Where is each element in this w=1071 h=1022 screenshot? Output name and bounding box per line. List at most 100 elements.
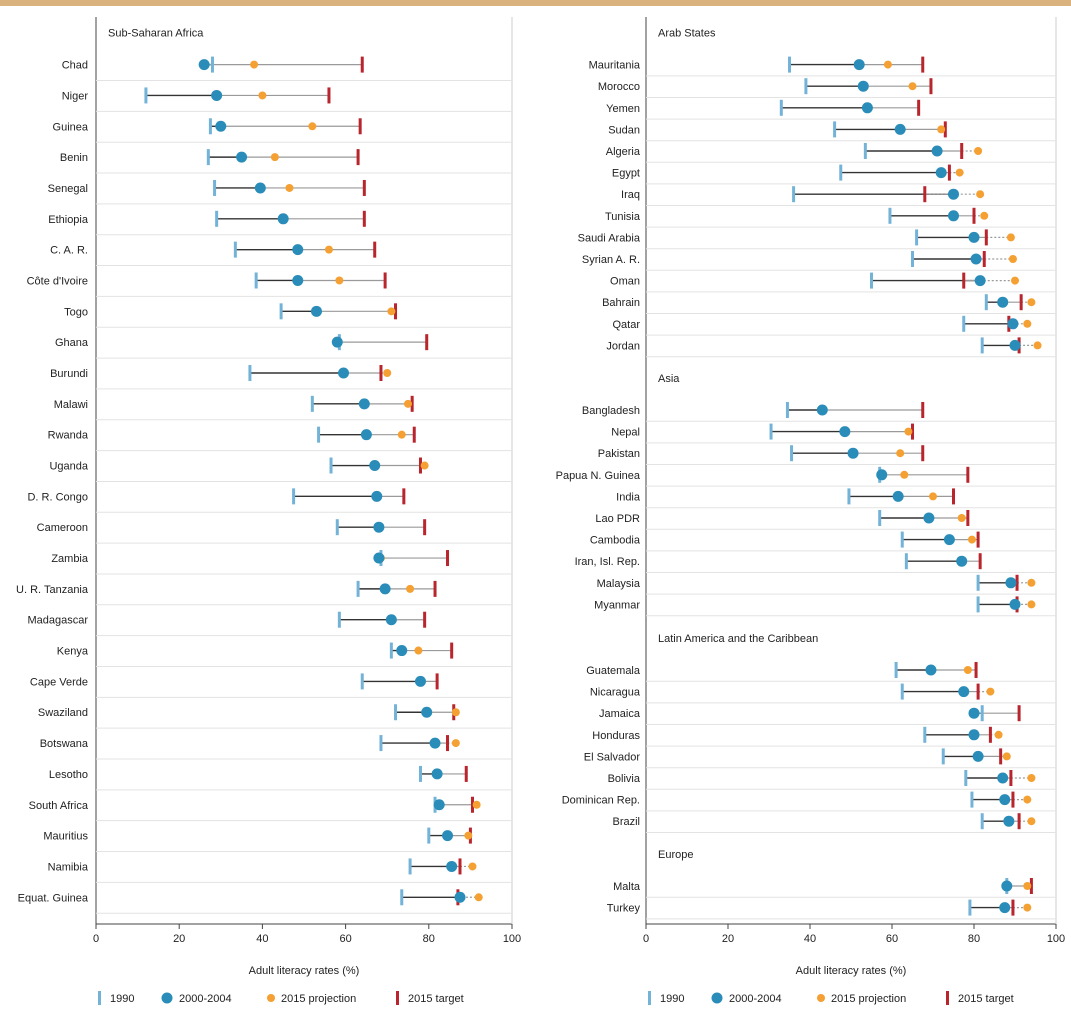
- marker-2015-projection: [383, 369, 392, 377]
- marker-1990: [980, 813, 984, 830]
- marker-2015-projection: [974, 147, 983, 155]
- marker-2000-2004: [446, 860, 458, 872]
- row-label: Algeria: [606, 146, 641, 158]
- legend-target-icon: [946, 991, 949, 1005]
- marker-2015-projection: [420, 461, 429, 470]
- row-c-a-r: C. A. R.: [50, 241, 512, 267]
- marker-2015-target: [966, 510, 970, 526]
- marker-2015-target: [929, 78, 933, 95]
- marker-2015-projection: [1023, 903, 1032, 912]
- marker-2000-2004: [369, 460, 381, 472]
- row-label: Guatemala: [586, 665, 641, 677]
- marker-2000-2004: [857, 80, 869, 92]
- marker-1990: [923, 726, 927, 743]
- marker-1990: [335, 519, 339, 536]
- legend-2000-2004-icon: [161, 992, 173, 1004]
- marker-2015-target: [1011, 791, 1015, 808]
- row-jamaica: Jamaica: [599, 705, 1056, 725]
- marker-2015-target: [911, 423, 914, 440]
- marker-2015-projection: [258, 91, 267, 100]
- row-yemen: Yemen: [606, 99, 1056, 120]
- marker-2000-2004: [254, 182, 266, 194]
- marker-2000-2004: [1005, 577, 1017, 589]
- legend-projection-icon: [817, 994, 825, 1002]
- marker-2015-projection: [404, 399, 412, 408]
- marker-1990: [915, 229, 919, 246]
- marker-2015-target: [976, 531, 980, 548]
- row-benin: Benin: [60, 149, 512, 174]
- marker-1990: [779, 99, 783, 116]
- row-madagascar: Madagascar: [27, 611, 512, 637]
- row-senegal: Senegal: [48, 179, 512, 205]
- row-label: Namibia: [48, 861, 89, 873]
- row-label: U. R. Tanzania: [16, 584, 89, 596]
- row-nicaragua: Nicaragua: [590, 683, 1056, 704]
- marker-2000-2004: [970, 253, 982, 265]
- row-label: Bahrain: [602, 297, 640, 309]
- row-honduras: Honduras: [592, 726, 1056, 747]
- row-sudan: Sudan: [608, 121, 1056, 142]
- marker-1990: [976, 596, 980, 613]
- section-title-latin-america-and-the-caribbean: Latin America and the Caribbean: [658, 633, 818, 645]
- row-label: Honduras: [592, 730, 640, 742]
- row-kenya: Kenya: [57, 642, 512, 667]
- marker-2015-target: [362, 210, 366, 227]
- marker-2015-projection: [1002, 752, 1011, 761]
- legend-2000-2004-label: 2000-2004: [179, 993, 232, 1005]
- marker-2000-2004: [1007, 318, 1019, 330]
- marker-1990: [941, 748, 945, 765]
- marker-2015-target: [1019, 294, 1023, 311]
- row-label: Myanmar: [594, 599, 640, 611]
- legend: 1990 2000-2004 2015 projection 2015 target: [98, 991, 464, 1005]
- marker-2015-target: [412, 426, 416, 443]
- marker-1990: [356, 580, 360, 597]
- row-label: Jamaica: [599, 708, 641, 720]
- marker-2000-2004: [861, 102, 873, 114]
- x-tick-label: 0: [93, 933, 99, 945]
- row-morocco: Morocco: [598, 78, 1056, 98]
- marker-1990: [292, 488, 296, 505]
- marker-2015-projection: [896, 449, 905, 458]
- marker-1990: [980, 337, 984, 354]
- row-qatar: Qatar: [612, 315, 1056, 336]
- marker-2015-target: [446, 550, 450, 567]
- row-label: Equat. Guinea: [18, 892, 89, 904]
- row-label: Papua N. Guinea: [556, 470, 641, 482]
- marker-2015-projection: [270, 153, 279, 162]
- marker-1990: [976, 574, 980, 591]
- row-malta: Malta: [613, 878, 1056, 898]
- marker-2000-2004: [338, 367, 350, 379]
- marker-2000-2004: [360, 429, 372, 441]
- marker-2000-2004: [958, 686, 970, 698]
- marker-2000-2004: [1009, 598, 1021, 610]
- row-label: Malawi: [54, 399, 88, 411]
- row-bahrain: Bahrain: [602, 294, 1056, 314]
- marker-2015-target: [458, 858, 462, 875]
- row-label: Bolivia: [608, 773, 641, 785]
- row-label: South Africa: [29, 800, 89, 812]
- marker-1990: [394, 704, 398, 721]
- row-rwanda: Rwanda: [48, 426, 512, 452]
- marker-2015-projection: [414, 646, 423, 655]
- marker-2000-2004: [931, 145, 943, 157]
- marker-1990: [788, 56, 791, 73]
- marker-2015-projection: [967, 535, 976, 544]
- x-tick-label: 0: [643, 933, 649, 945]
- section-title-asia: Asia: [658, 373, 680, 385]
- row-ghana: Ghana: [55, 334, 512, 359]
- marker-2015-projection: [406, 584, 415, 593]
- marker-2015-target: [974, 662, 978, 678]
- row-egypt: Egypt: [612, 164, 1056, 185]
- marker-2015-target: [978, 553, 982, 570]
- legend-projection-label: 2015 projection: [831, 993, 906, 1005]
- row-label: Oman: [610, 276, 640, 288]
- marker-2015-target: [435, 673, 439, 690]
- section-title-europe: Europe: [658, 849, 693, 861]
- marker-2015-projection: [1006, 233, 1015, 242]
- marker-2000-2004: [999, 794, 1011, 806]
- marker-2015-target: [921, 56, 925, 73]
- row-guatemala: Guatemala: [586, 662, 1056, 682]
- row-malaysia: Malaysia: [597, 574, 1056, 595]
- row-label: Cameroon: [37, 522, 88, 534]
- marker-2000-2004: [997, 296, 1009, 308]
